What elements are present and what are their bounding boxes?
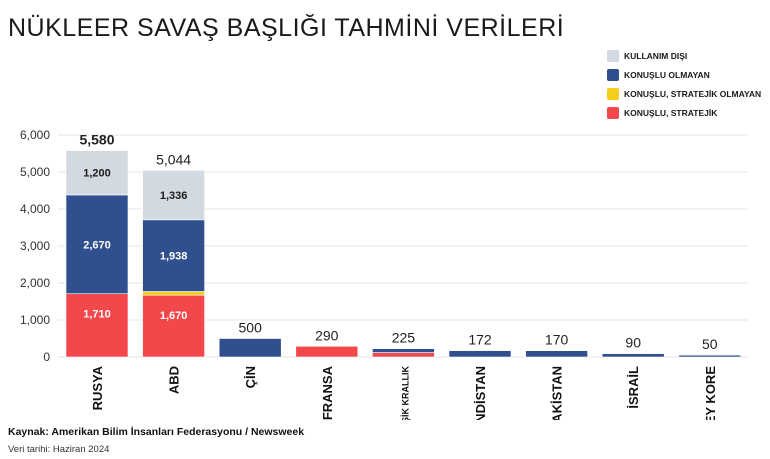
legend-label: KONUŞLU OLMAYAN [624,69,710,80]
segment-value-label: 2,670 [83,239,111,251]
legend-label: KONUŞLU, STRATEJİK [624,107,718,118]
category-label: ÇİN [243,366,258,388]
legend-swatch [607,106,619,119]
bar-segment [218,338,282,358]
total-value-label: 90 [625,335,641,351]
segment-value-label: 1,336 [160,190,188,202]
stacked-bar-chart: 0 1,000 2,000 3,000 4,000 5,000 6,000 1,710 2,67… [20,128,748,420]
chart-title: NÜKLEER SAVAŞ BAŞLIĞI TAHMİNİ VERİLERİ [8,14,565,42]
y-tick-label: 1,000 [20,313,50,327]
legend-item-kullanim-disi: KULLANIM DIŞI [607,46,761,65]
total-value-label: 225 [392,330,416,346]
category-label: HİNDİSTAN [473,366,488,420]
category-label: KUZEY KORE [703,366,718,420]
legend-label: KONUŞLU, STRATEJİK OLMAYAN [624,88,762,99]
total-value-label: 5,044 [156,151,191,167]
total-value-label: 50 [702,336,718,352]
y-tick-label: 2,000 [20,276,50,290]
bar-segment [372,352,435,358]
bar-segment [295,345,359,358]
legend-swatch [607,87,619,100]
category-label: ABD [167,366,182,394]
bar-segment [65,150,129,196]
y-tick-label: 6,000 [20,128,50,142]
legend-label: KULLANIM DIŞI [624,50,688,61]
total-value-label: 170 [545,332,569,348]
legend-item-konuslu-stratejik-olmayan: KONUŞLU, STRATEJİK OLMAYAN [607,84,761,103]
category-label: İSRAİL [626,366,641,409]
bar-segment [372,348,435,353]
bar-segment [65,293,129,358]
total-value-label: 5,580 [79,132,114,148]
legend-item-konuslu-stratejik: KONUŞLU, STRATEJİK [607,103,761,122]
category-label: BİRLEŞİK KRALLIK [400,366,410,420]
category-label: PAKİSTAN [550,366,565,420]
bar-segment [601,353,665,358]
source-note: Kaynak: Amerikan Bilim İnsanları Federas… [8,426,305,438]
y-tick-label: 4,000 [20,202,50,216]
segment-value-label: 1,938 [160,251,188,263]
chart-legend: KULLANIM DIŞI KONUŞLU OLMAYAN KONUŞLU, S… [607,46,761,122]
y-tick-label: 3,000 [20,239,50,253]
bar-segment [678,354,742,358]
total-value-label: 500 [239,320,263,336]
bar-segment [448,350,512,358]
y-tick-label: 0 [43,350,50,364]
total-value-label: 290 [315,327,339,343]
category-label: RUSYA [90,365,105,410]
date-note: Veri tarihi: Haziran 2024 [8,444,110,455]
total-value-label: 172 [468,332,492,348]
bar-segment [142,291,205,296]
segment-value-label: 1,710 [83,309,111,321]
segment-value-label: 1,200 [83,168,111,180]
bar-segment [142,170,205,221]
segment-value-label: 1,670 [160,310,188,322]
bar-segment [142,294,205,358]
legend-swatch [607,49,619,62]
legend-item-konuslu-olmayan: KONUŞLU OLMAYAN [607,65,761,84]
legend-swatch [607,68,619,81]
bar-segment [525,350,588,358]
category-label: FRANSA [320,365,335,420]
y-tick-label: 5,000 [20,165,50,179]
